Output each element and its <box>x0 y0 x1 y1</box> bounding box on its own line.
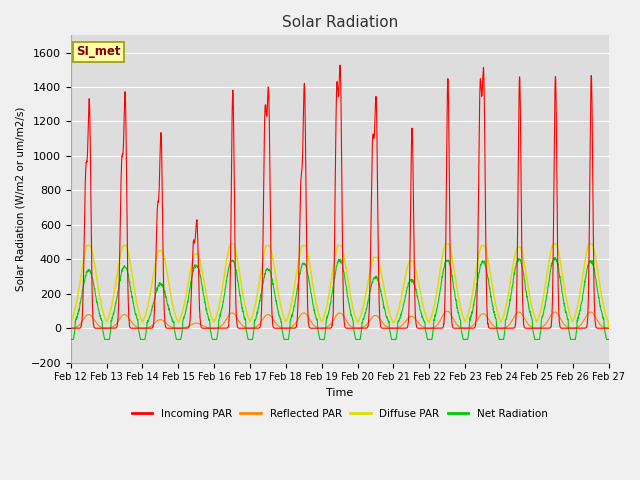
X-axis label: Time: Time <box>326 388 353 398</box>
Legend: Incoming PAR, Reflected PAR, Diffuse PAR, Net Radiation: Incoming PAR, Reflected PAR, Diffuse PAR… <box>127 405 552 423</box>
Title: Solar Radiation: Solar Radiation <box>282 15 398 30</box>
Y-axis label: Solar Radiation (W/m2 or um/m2/s): Solar Radiation (W/m2 or um/m2/s) <box>15 107 25 291</box>
Text: SI_met: SI_met <box>76 45 121 58</box>
